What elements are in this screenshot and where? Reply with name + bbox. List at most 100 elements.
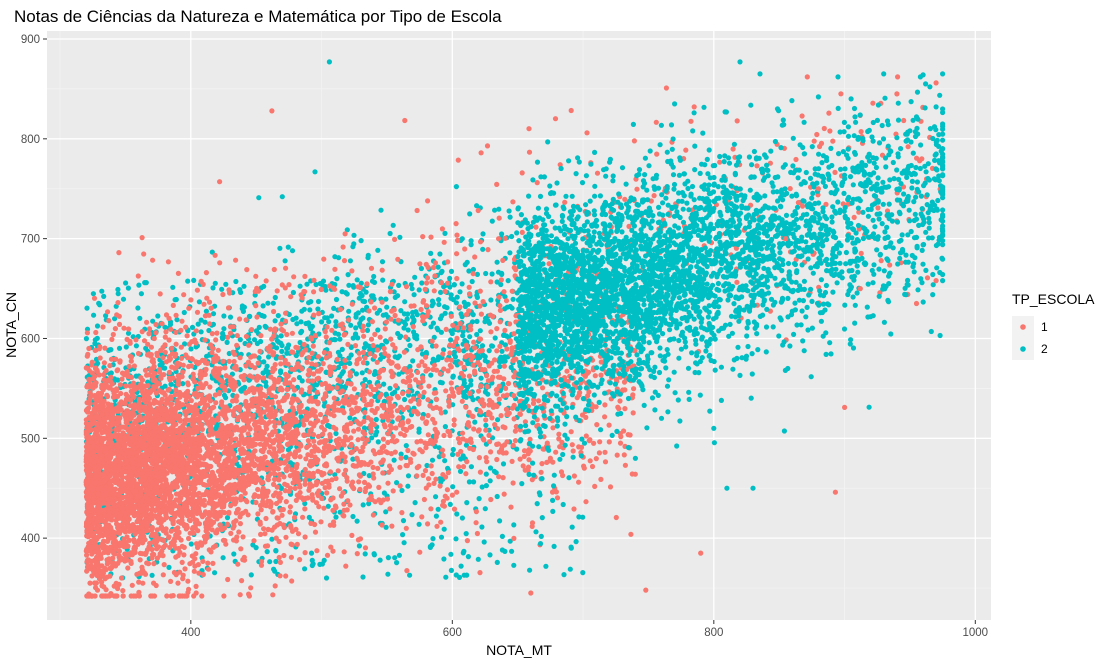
series-1-point	[360, 360, 367, 366]
series-2-point	[333, 296, 340, 303]
series-1-point	[576, 392, 582, 398]
series-1-point	[205, 560, 211, 566]
series-2-point	[467, 334, 473, 340]
series-2-point	[348, 352, 354, 358]
series-2-point	[499, 231, 505, 237]
series-2-point	[470, 397, 476, 403]
series-2-point	[509, 305, 515, 311]
series-2-point	[497, 363, 503, 370]
series-1-point	[322, 391, 329, 397]
series-2-point	[96, 300, 102, 306]
series-2-point	[366, 379, 373, 385]
series-1-point	[243, 333, 249, 340]
series-2-point	[499, 348, 505, 354]
series-1-point	[101, 360, 107, 366]
series-1-point	[475, 428, 481, 434]
series-2-point	[442, 409, 448, 415]
series-1-point	[372, 353, 378, 359]
series-1-point	[263, 423, 269, 430]
series-2-point	[436, 301, 442, 308]
series-1-point	[507, 321, 513, 327]
series-1-point	[331, 364, 337, 370]
series-1-point	[463, 404, 469, 410]
series-2-point	[115, 286, 121, 293]
series-2-point	[202, 319, 208, 325]
series-1-point	[115, 300, 121, 306]
series-2-point	[398, 451, 404, 457]
series-2-point	[294, 321, 300, 327]
series-2-point	[461, 348, 467, 354]
series-2-point	[467, 211, 473, 217]
series-1-point	[265, 543, 271, 549]
series-2-point	[305, 320, 312, 326]
series-2-point	[487, 552, 493, 558]
series-1-point	[362, 545, 369, 551]
series-2-point	[475, 356, 481, 362]
series-2-point	[491, 468, 497, 474]
series-2-point	[483, 422, 489, 428]
series-1-point	[286, 282, 292, 288]
series-2-point	[461, 548, 467, 554]
series-1-point	[212, 392, 218, 398]
series-2-point	[350, 283, 356, 289]
series-1-point	[238, 546, 244, 552]
series-1-point	[463, 471, 469, 477]
series-1-point	[282, 318, 289, 324]
series-2-point	[474, 271, 480, 277]
series-2-point	[221, 326, 227, 332]
series-1-point	[295, 345, 301, 351]
series-1-point	[193, 583, 199, 590]
series-2-point	[188, 346, 194, 352]
series-2-point	[322, 283, 328, 290]
series-2-point	[273, 558, 279, 565]
series-2-point	[400, 532, 406, 538]
series-2-point	[136, 282, 142, 288]
series-2-point	[338, 384, 344, 390]
series-2-point	[487, 478, 493, 484]
series-1-point	[470, 362, 476, 368]
series-2-point	[396, 282, 402, 288]
series-1-point	[429, 470, 435, 477]
series-1-point	[423, 445, 429, 451]
series-1-point	[354, 551, 360, 557]
series-2-point	[442, 458, 448, 464]
series-1-point	[257, 441, 263, 447]
series-2-point	[233, 278, 239, 285]
series-1-point	[494, 326, 500, 332]
series-1-point	[120, 588, 126, 594]
series-2-point	[224, 515, 231, 521]
series-1-point	[225, 576, 231, 583]
series-2-point	[320, 278, 327, 284]
series-2-point	[246, 377, 252, 383]
series-1-point	[389, 404, 395, 411]
series-1-point	[263, 278, 269, 284]
series-2-point	[337, 336, 343, 342]
series-2-point	[273, 355, 279, 361]
series-1-point	[352, 463, 358, 469]
series-2-point	[450, 451, 456, 458]
series-2-point	[279, 348, 285, 354]
series-1-point	[440, 351, 446, 357]
series-2-point	[191, 277, 197, 283]
series-2-point	[461, 299, 467, 305]
series-1-point	[199, 593, 205, 599]
series-1-point	[617, 398, 623, 404]
series-1-point	[248, 585, 254, 591]
series-1-point	[407, 383, 413, 389]
series-2-point	[123, 280, 129, 286]
series-2-point	[398, 308, 404, 314]
series-2-point	[428, 372, 434, 378]
series-2-point	[168, 381, 174, 387]
series-2-point	[448, 567, 454, 574]
series-2-point	[264, 549, 270, 555]
series-1-point	[185, 388, 191, 394]
series-1-point	[179, 559, 185, 566]
series-1-point	[456, 347, 462, 353]
series-2-point	[509, 233, 515, 240]
series-1-point	[387, 423, 393, 429]
series-2-point	[374, 310, 380, 316]
series-1-point	[396, 415, 402, 421]
series-1-point	[293, 463, 300, 469]
series-2-point	[502, 548, 508, 555]
series-1-point	[536, 398, 542, 404]
